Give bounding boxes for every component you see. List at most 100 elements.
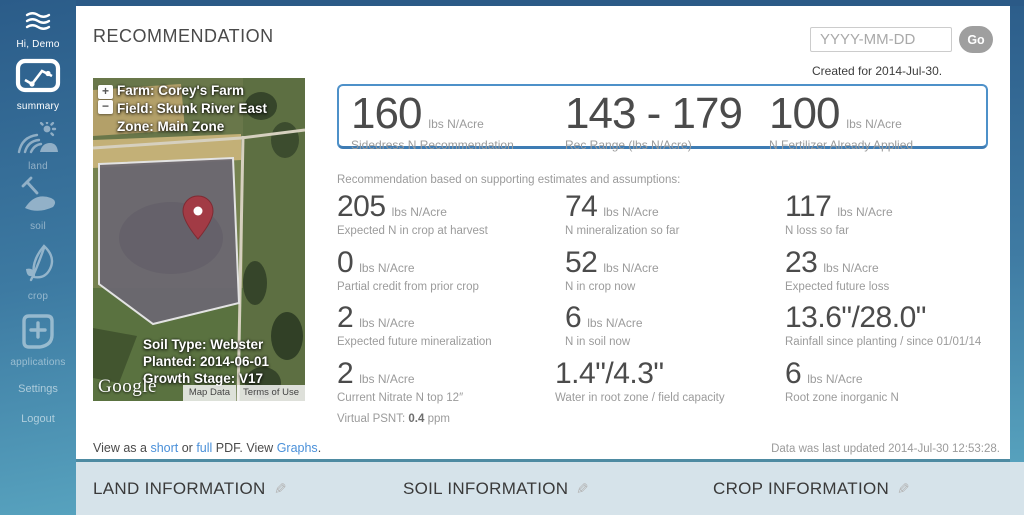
estimate-n-in-soil-now: 6 lbs N/Acre N in soil now — [565, 301, 643, 349]
sidebar-item-user[interactable]: Hi, Demo — [0, 10, 76, 50]
chart-summary-icon — [14, 58, 62, 98]
window-top-strip — [0, 0, 1024, 6]
sidebar-user-label: Hi, Demo — [16, 39, 60, 50]
estimate-future-mineralization: 2 lbs N/Acre Expected future mineralizati… — [337, 301, 492, 349]
estimate-unit: lbs N/Acre — [807, 372, 863, 386]
edit-pencil-icon[interactable]: ✎ — [576, 481, 589, 498]
estimate-water-root-zone: 1.4"/4.3" Water in root zone / field cap… — [555, 357, 725, 405]
sidebar-item-soil[interactable]: soil — [0, 176, 76, 232]
estimate-label: Rainfall since planting / since 01/01/14 — [785, 336, 982, 348]
recommendation-box: 160 lbs N/Acre Sidedress N Recommendatio… — [337, 84, 988, 153]
created-for-text: Created for 2014-Jul-30. — [812, 64, 943, 78]
stat-value: 143 - 179 — [565, 89, 743, 138]
map-pin-icon — [182, 195, 214, 240]
map-growth-stage-label: Growth Stage: V17 — [143, 371, 264, 386]
view-text: View — [242, 441, 277, 455]
estimate-unit: lbs N/Acre — [359, 261, 415, 275]
sidebar-item-logout[interactable]: Logout — [21, 413, 55, 425]
bottom-accordion-bar: LAND INFORMATION ✎ SOIL INFORMATION ✎ CR… — [76, 459, 1024, 515]
estimate-unit: lbs N/Acre — [603, 261, 659, 275]
sidebar-item-applications[interactable]: applications — [0, 312, 76, 368]
pdf-text: PDF. — [212, 441, 243, 455]
sidebar-item-label: applications — [10, 357, 66, 368]
estimate-value: 13.6"/28.0" — [785, 301, 926, 334]
psnt-prefix: Virtual PSNT: — [337, 413, 409, 425]
psnt-value: 0.4 — [408, 413, 425, 425]
go-button[interactable]: Go — [959, 26, 993, 53]
estimate-value: 52 — [565, 246, 598, 279]
edit-pencil-icon[interactable]: ✎ — [897, 481, 910, 498]
estimate-unit: lbs N/Acre — [587, 316, 643, 330]
estimate-label: N in soil now — [565, 336, 631, 348]
stat-label: Rec Range (lbs N/Acre) — [565, 138, 692, 152]
estimate-label: Expected N in crop at harvest — [337, 225, 488, 237]
stat-value: 160 — [351, 89, 422, 138]
graphs-link[interactable]: Graphs — [276, 441, 318, 455]
stat-fertilizer-applied: 100 lbs N/Acre N Fertilizer Already Appl… — [769, 92, 914, 153]
full-pdf-link[interactable]: full — [196, 441, 213, 455]
zoom-out-button[interactable]: − — [98, 100, 113, 114]
estimate-value: 205 — [337, 190, 386, 223]
land-field-icon — [16, 120, 60, 158]
soil-information-section[interactable]: SOIL INFORMATION ✎ — [403, 479, 589, 499]
map-attribution: Map Data Terms of Use — [182, 385, 305, 401]
sidebar: Hi, Demo summary land — [0, 0, 76, 515]
sidebar-item-settings[interactable]: Settings — [18, 383, 58, 395]
estimate-expected-future-loss: 23 lbs N/Acre Expected future loss — [785, 248, 890, 294]
sidebar-item-land[interactable]: land — [0, 120, 76, 172]
psnt-suffix: ppm — [424, 413, 450, 425]
estimate-label: Water in root zone / field capacity — [555, 392, 725, 404]
estimate-value: 74 — [565, 190, 598, 223]
applications-plus-icon — [18, 314, 58, 354]
last-updated-text: Data was last updated 2014-Jul-30 12:53:… — [771, 443, 1000, 455]
estimate-label: Partial credit from prior crop — [337, 281, 479, 293]
zoom-in-button[interactable]: + — [98, 85, 113, 99]
layers-menu-icon — [24, 12, 52, 36]
sidebar-item-crop[interactable]: crop — [0, 242, 76, 302]
crop-leaf-icon — [19, 244, 57, 288]
estimate-expected-n-harvest: 205 lbs N/Acre Expected N in crop at harv… — [337, 190, 488, 238]
terms-of-use-link[interactable]: Terms of Use — [237, 385, 305, 401]
view-as-text: View as a — [93, 441, 151, 455]
estimate-value: 117 — [785, 190, 832, 223]
period-text: . — [317, 441, 322, 455]
map-agronomy-info: Soil Type: Webster Planted: 2014-06-01 G… — [143, 336, 269, 387]
map-planted-label: Planted: 2014-06-01 — [143, 354, 270, 369]
crop-information-label: CROP INFORMATION — [713, 479, 890, 498]
estimate-value: 6 — [565, 301, 582, 334]
estimate-label: Expected future loss — [785, 281, 890, 293]
map-zoom-controls: + − — [98, 85, 113, 115]
sidebar-item-summary[interactable]: summary — [0, 58, 76, 112]
estimate-value: 2 — [337, 301, 354, 334]
edit-pencil-icon[interactable]: ✎ — [273, 481, 287, 498]
estimate-value: 1.4"/4.3" — [555, 357, 664, 390]
date-input[interactable] — [810, 27, 952, 52]
estimate-rainfall: 13.6"/28.0" Rainfall since planting / si… — [785, 301, 982, 349]
or-text: or — [178, 441, 197, 455]
map-canvas[interactable]: + − Farm: Corey's Farm Field: Skunk Rive… — [93, 78, 305, 401]
estimate-label: N loss so far — [785, 225, 849, 237]
estimate-root-zone-inorganic-n: 6 lbs N/Acre Root zone inorganic N — [785, 359, 899, 405]
map-zone-label: Zone: Main Zone — [117, 119, 225, 134]
crop-information-section[interactable]: CROP INFORMATION ✎ — [713, 479, 910, 499]
estimate-label: Root zone inorganic N — [785, 392, 899, 404]
land-information-section[interactable]: LAND INFORMATION ✎ — [93, 479, 286, 499]
right-edge-strip — [1010, 0, 1024, 462]
map-soil-type-label: Soil Type: Webster — [143, 337, 264, 352]
estimate-nitrate-top12: 2 lbs N/Acre Current Nitrate N top 12″ Vi… — [337, 357, 463, 426]
estimate-n-in-crop-now: 52 lbs N/Acre N in crop now — [565, 246, 659, 294]
pdf-links-row: View as a short or full PDF. View Graphs… — [93, 441, 321, 455]
map-data-link[interactable]: Map Data — [182, 385, 237, 401]
estimate-label: N mineralization so far — [565, 225, 680, 237]
short-pdf-link[interactable]: short — [150, 441, 179, 455]
stat-label: N Fertilizer Already Applied — [769, 138, 914, 152]
estimate-unit: lbs N/Acre — [603, 205, 659, 219]
estimate-value: 2 — [337, 357, 354, 390]
stat-unit: lbs N/Acre — [428, 117, 484, 131]
estimate-label: N in crop now — [565, 281, 636, 293]
sidebar-item-label: soil — [30, 221, 46, 232]
estimate-n-loss-so-far: 117 lbs N/Acre N loss so far — [785, 190, 893, 238]
stat-unit: lbs N/Acre — [846, 117, 902, 131]
estimate-unit: lbs N/Acre — [359, 316, 415, 330]
